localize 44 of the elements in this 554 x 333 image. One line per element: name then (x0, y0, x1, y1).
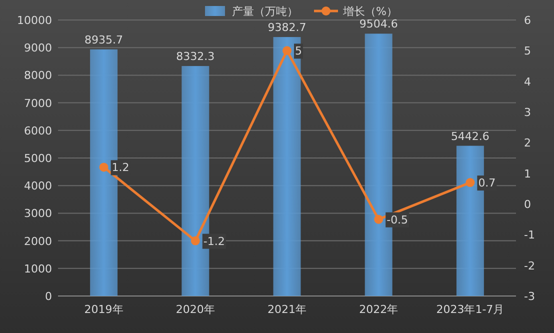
x-tick-label: 2021年 (268, 303, 306, 316)
y2-tick-label: 3 (524, 106, 531, 119)
bar (273, 37, 301, 296)
legend-label: 产量（万吨） (232, 5, 298, 18)
x-tick-label: 2019年 (84, 303, 124, 316)
y-tick-label: 10000 (17, 14, 52, 27)
y-tick-label: 7000 (24, 96, 52, 110)
data-label: 9382.7 (268, 21, 306, 34)
y2-tick-label: 4 (524, 75, 531, 88)
data-label: 5442.6 (450, 130, 490, 143)
y2-tick-label: -3 (524, 290, 535, 303)
data-label: 8332.3 (176, 50, 215, 64)
x-tick-label: 2022年 (359, 303, 398, 316)
data-label: -1.2 (203, 234, 225, 248)
y-tick-label: 3000 (24, 207, 52, 220)
y-tick-label: 5000 (24, 152, 52, 165)
point (282, 46, 292, 56)
x-tick-label: 2020年 (176, 303, 215, 316)
y-tick-label: 9000 (24, 42, 52, 55)
y2-tick-label: -1 (524, 228, 535, 242)
y-tick-label: 1000 (24, 262, 52, 276)
x-tick-label: 2023年1-7月 (436, 303, 504, 316)
y-tick-label: 4000 (24, 180, 52, 193)
point (99, 162, 108, 172)
data-label: 0.7 (478, 176, 496, 190)
data-label: 8935.7 (84, 33, 124, 46)
point (374, 214, 384, 224)
y-tick-label: 8000 (24, 69, 52, 82)
y2-tick-label: 6 (524, 14, 531, 27)
point (466, 178, 475, 188)
y2-tick-label: 5 (524, 44, 531, 58)
y2-tick-label: -2 (524, 259, 535, 272)
data-label: 5 (295, 44, 302, 58)
y-tick-label: 2000 (24, 234, 52, 248)
data-label: -0.5 (386, 213, 408, 226)
y-tick-label: 6000 (24, 124, 52, 138)
y2-tick-label: 1 (524, 167, 531, 180)
data-label: 9504.6 (359, 18, 398, 31)
y2-tick-label: 2 (524, 136, 531, 150)
y2-tick-label: 0 (524, 198, 531, 211)
y-tick-label: 0 (45, 290, 52, 303)
data-label: 1.2 (112, 161, 130, 174)
point (190, 236, 200, 246)
legend-label: 增长（%） (342, 5, 398, 18)
